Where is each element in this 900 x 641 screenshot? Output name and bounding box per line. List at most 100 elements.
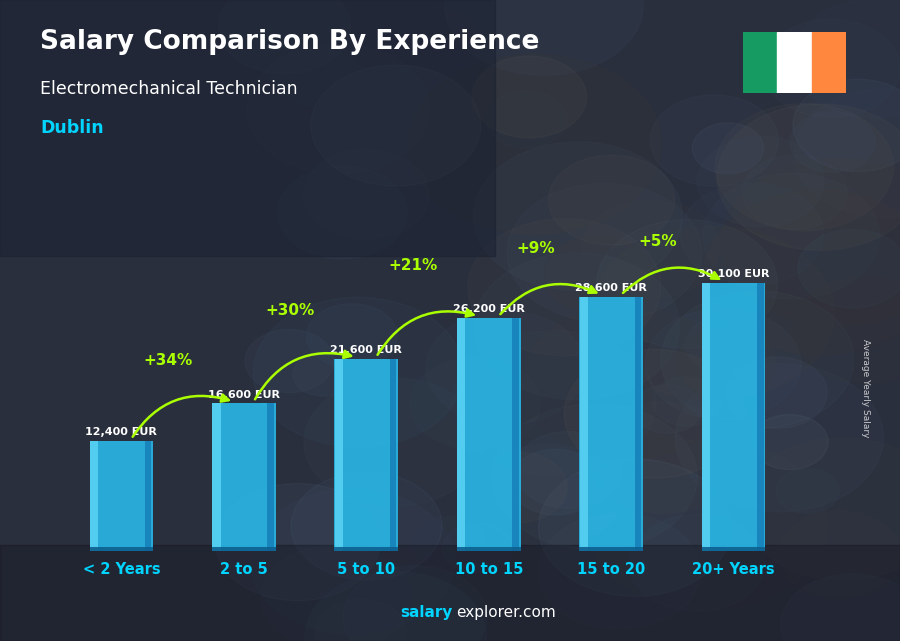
Bar [89,547,153,551]
Bar [212,547,275,551]
Text: +5%: +5% [638,233,677,249]
Bar [335,359,398,551]
FancyArrowPatch shape [623,267,719,293]
Bar [390,359,396,551]
Text: 26,200 EUR: 26,200 EUR [453,304,525,314]
Bar [580,297,588,551]
Circle shape [721,158,900,326]
Bar [457,318,465,551]
Text: Electromechanical Technician: Electromechanical Technician [40,80,298,98]
Bar [335,547,398,551]
Circle shape [343,566,487,641]
Bar [267,403,274,551]
Circle shape [409,54,662,234]
Circle shape [304,378,483,506]
Circle shape [509,449,602,515]
Circle shape [680,183,824,285]
Circle shape [692,123,764,174]
Bar [742,32,777,93]
Circle shape [661,291,854,428]
Circle shape [792,277,900,383]
Circle shape [277,166,408,259]
Circle shape [472,56,587,138]
Text: +9%: +9% [516,240,554,256]
Circle shape [548,155,675,245]
Circle shape [793,79,900,172]
Circle shape [452,331,656,476]
Circle shape [675,363,884,512]
Circle shape [629,515,765,612]
Bar [702,547,766,551]
Circle shape [245,329,334,393]
Bar [634,297,641,551]
Bar [757,283,763,551]
Circle shape [652,377,722,426]
Text: +30%: +30% [266,303,315,318]
Text: Dublin: Dublin [40,119,104,137]
Bar [212,403,220,551]
Bar [702,283,766,551]
Circle shape [762,19,900,117]
Circle shape [645,308,801,419]
Circle shape [305,572,487,641]
Circle shape [726,357,827,428]
Bar [457,318,520,551]
Bar [812,32,846,93]
Circle shape [685,317,765,374]
Circle shape [468,452,567,523]
Circle shape [716,103,894,231]
FancyArrowPatch shape [377,310,473,355]
Text: salary: salary [400,604,453,620]
Circle shape [473,253,680,400]
Bar [580,297,643,551]
Circle shape [291,472,442,580]
FancyArrowPatch shape [132,395,229,437]
Bar [0,545,900,641]
Bar [512,318,518,551]
Circle shape [250,489,454,635]
Circle shape [215,483,380,601]
Circle shape [443,523,513,574]
Circle shape [445,0,644,76]
Circle shape [751,415,828,470]
Circle shape [310,65,481,186]
Bar [335,359,343,551]
FancyArrowPatch shape [500,284,597,314]
Text: explorer.com: explorer.com [456,604,556,620]
Bar [89,441,153,551]
Bar [90,441,98,551]
Circle shape [426,311,586,425]
Circle shape [473,142,682,290]
Bar [457,547,520,551]
FancyArrowPatch shape [255,351,351,399]
Circle shape [590,226,834,400]
Text: 28,600 EUR: 28,600 EUR [575,283,647,293]
Bar [145,441,151,551]
Circle shape [219,0,350,74]
Bar [702,283,710,551]
Circle shape [704,190,900,354]
Circle shape [292,353,354,396]
Circle shape [507,183,702,322]
Text: 21,600 EUR: 21,600 EUR [330,345,402,355]
Circle shape [307,304,397,369]
Circle shape [564,349,745,478]
Text: +21%: +21% [388,258,437,274]
Circle shape [538,459,732,596]
Bar [212,403,275,551]
Circle shape [302,150,429,240]
Circle shape [797,229,900,308]
Circle shape [717,104,900,251]
Text: 12,400 EUR: 12,400 EUR [86,427,158,437]
Text: 30,100 EUR: 30,100 EUR [698,269,770,279]
Circle shape [597,219,778,349]
Circle shape [780,574,900,641]
Bar [777,32,812,93]
Circle shape [544,236,652,312]
Circle shape [703,173,880,299]
Text: Salary Comparison By Experience: Salary Comparison By Experience [40,29,540,55]
Bar [0,0,495,256]
Circle shape [650,95,778,187]
Bar [580,547,643,551]
Circle shape [742,155,847,229]
